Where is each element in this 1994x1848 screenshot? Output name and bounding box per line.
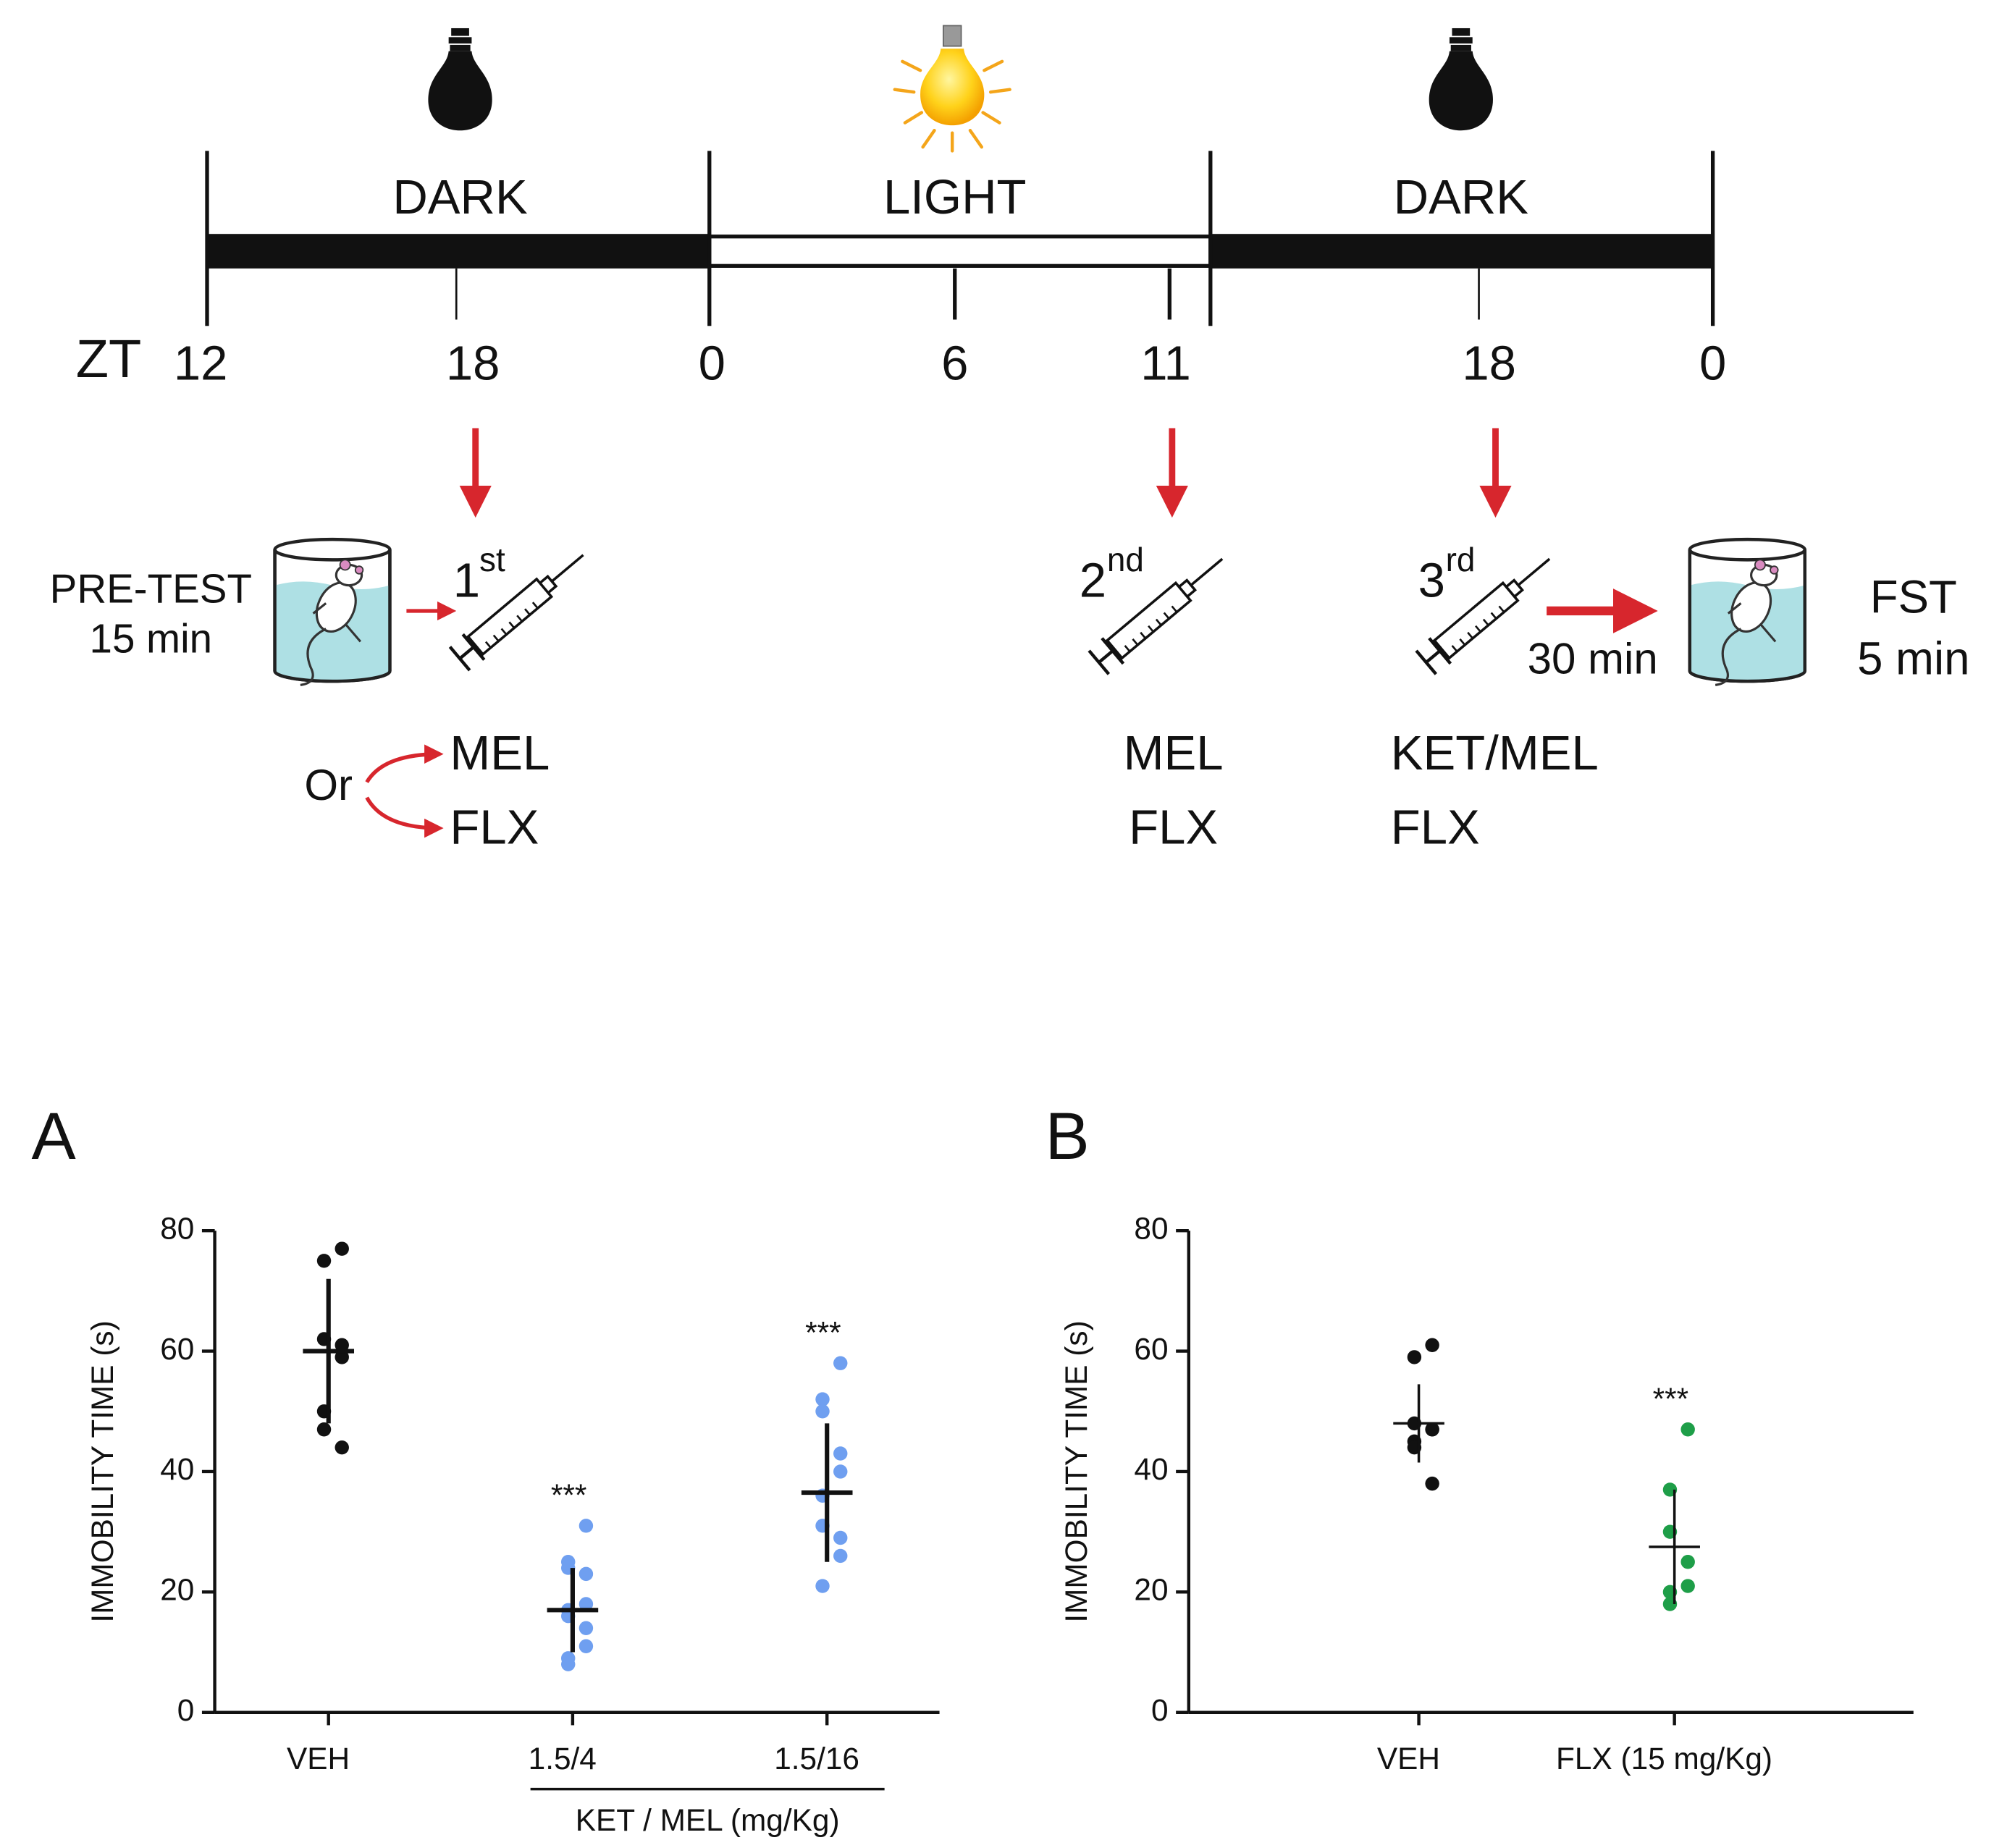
y-tick-label: 0	[177, 1693, 195, 1727]
x-tick-label: 1.5/16	[774, 1742, 859, 1776]
y-tick-label: 60	[160, 1332, 194, 1366]
test: FST	[1870, 572, 1957, 623]
drug: KET/MEL	[1391, 726, 1599, 780]
y-tick-label: 40	[160, 1452, 194, 1486]
pretest: 15 min	[90, 615, 213, 661]
injection-number: 1	[453, 554, 480, 608]
beaker	[275, 539, 390, 685]
y-tick-label: 20	[160, 1573, 194, 1607]
drug: FLX	[1129, 800, 1218, 854]
x-tick-label: VEH	[287, 1742, 350, 1776]
injection-number: 3	[1418, 554, 1445, 608]
zt-tick: 0	[1699, 337, 1726, 391]
data-point	[815, 1392, 830, 1406]
arrows	[459, 428, 1512, 518]
data-point	[1680, 1422, 1695, 1437]
data-point	[815, 1579, 830, 1593]
significance-label: ***	[551, 1478, 586, 1512]
panel-label: A	[32, 1100, 77, 1173]
injection-suffix: nd	[1107, 541, 1144, 578]
data-point	[815, 1404, 830, 1419]
data-point	[579, 1621, 594, 1635]
dark-bulb	[1429, 28, 1493, 131]
zt-tick: 0	[699, 337, 725, 391]
data-point	[1425, 1476, 1439, 1491]
data-point	[579, 1566, 594, 1582]
beaker	[1690, 539, 1805, 685]
delay: 30 min	[1528, 634, 1658, 683]
phase-label: DARK	[1394, 170, 1528, 224]
data-point	[833, 1464, 848, 1479]
drug: MEL	[1124, 726, 1224, 780]
data-point	[335, 1350, 349, 1364]
data-point	[579, 1639, 594, 1653]
y-tick-label: 80	[1134, 1211, 1168, 1245]
y-tick-label: 40	[1134, 1452, 1168, 1486]
y-axis-label: IMMOBILITY TIME (s)	[85, 1320, 119, 1622]
injection-suffix: st	[479, 541, 505, 578]
data-point	[1425, 1338, 1439, 1352]
zt-tick: 12	[174, 337, 228, 391]
data-point	[833, 1548, 848, 1564]
small-arrows	[365, 601, 457, 838]
group-label: KET / MEL (mg/Kg)	[576, 1803, 840, 1837]
data-point	[335, 1241, 349, 1256]
data-point	[833, 1530, 848, 1545]
phase-label: LIGHT	[883, 170, 1027, 224]
light-bulb	[893, 25, 1011, 153]
zt-tick: 11	[1140, 337, 1191, 391]
y-axis-label: IMMOBILITY TIME (s)	[1059, 1320, 1093, 1622]
zt-tick: 18	[1462, 337, 1516, 391]
y-tick-label: 0	[1151, 1693, 1169, 1727]
zt-tick: 18	[446, 337, 500, 391]
test: 5 min	[1857, 633, 1969, 684]
data-point	[335, 1440, 349, 1455]
pretest: PRE-TEST	[50, 565, 252, 611]
data-point	[833, 1356, 848, 1370]
significance-label: ***	[1653, 1382, 1688, 1416]
data-point	[335, 1338, 349, 1352]
data-point	[1407, 1350, 1422, 1364]
data-point	[833, 1446, 848, 1461]
data-point	[1680, 1555, 1695, 1569]
drug: MEL	[450, 726, 550, 780]
data-point	[1425, 1422, 1439, 1437]
significance-label: ***	[805, 1316, 841, 1350]
timeline	[205, 151, 1715, 326]
drug: FLX	[450, 800, 539, 854]
y-tick-label: 20	[1134, 1573, 1168, 1607]
phase-label: DARK	[392, 170, 527, 224]
injection-number: 2	[1080, 554, 1106, 608]
data-point	[579, 1519, 594, 1533]
data-point	[316, 1422, 332, 1437]
x-tick-label: VEH	[1377, 1742, 1440, 1776]
y-tick-label: 60	[1134, 1332, 1168, 1366]
x-tick-label: 1.5/4	[529, 1742, 597, 1776]
data-point	[579, 1597, 594, 1611]
or-label: Or	[304, 761, 353, 809]
x-tick-label: FLX (15 mg/Kg)	[1556, 1742, 1772, 1776]
drug: FLX	[1391, 800, 1480, 854]
injection-suffix: rd	[1446, 541, 1476, 578]
panel-label: B	[1045, 1100, 1089, 1173]
zt-label: ZT	[76, 329, 142, 389]
zt-tick: 6	[941, 337, 968, 391]
y-tick-label: 80	[160, 1211, 194, 1245]
dark-bulb	[428, 28, 492, 131]
data-point	[316, 1254, 332, 1268]
data-point	[561, 1657, 576, 1671]
data-point	[1680, 1579, 1695, 1593]
